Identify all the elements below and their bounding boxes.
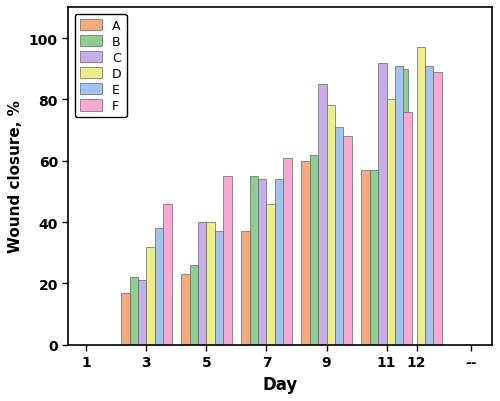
Legend: A, B, C, D, E, F: A, B, C, D, E, F bbox=[74, 14, 126, 118]
Bar bbox=[266, 204, 275, 345]
Bar bbox=[258, 180, 266, 345]
Bar bbox=[190, 265, 198, 345]
Bar bbox=[425, 67, 434, 345]
Bar bbox=[181, 274, 190, 345]
Bar bbox=[146, 247, 155, 345]
Bar bbox=[310, 155, 318, 345]
Bar bbox=[163, 204, 172, 345]
Bar bbox=[138, 281, 146, 345]
Bar bbox=[378, 63, 386, 345]
Bar bbox=[206, 223, 215, 345]
Bar bbox=[242, 232, 250, 345]
Bar bbox=[198, 223, 206, 345]
Bar bbox=[362, 170, 370, 345]
Bar bbox=[400, 69, 408, 345]
Bar bbox=[386, 100, 395, 345]
Bar bbox=[130, 277, 138, 345]
Bar bbox=[302, 161, 310, 345]
Bar bbox=[318, 85, 326, 345]
Bar bbox=[275, 180, 283, 345]
Bar bbox=[284, 158, 292, 345]
Bar bbox=[223, 176, 232, 345]
Bar bbox=[344, 137, 351, 345]
Bar bbox=[121, 293, 130, 345]
Bar bbox=[395, 67, 404, 345]
Bar bbox=[326, 106, 335, 345]
Y-axis label: Wound closure, %: Wound closure, % bbox=[8, 100, 24, 253]
Bar bbox=[250, 176, 258, 345]
Bar bbox=[416, 48, 425, 345]
Bar bbox=[155, 229, 163, 345]
Bar bbox=[434, 73, 442, 345]
X-axis label: Day: Day bbox=[262, 375, 298, 393]
Bar bbox=[370, 170, 378, 345]
Bar bbox=[215, 232, 223, 345]
Bar bbox=[404, 112, 412, 345]
Bar bbox=[335, 128, 344, 345]
